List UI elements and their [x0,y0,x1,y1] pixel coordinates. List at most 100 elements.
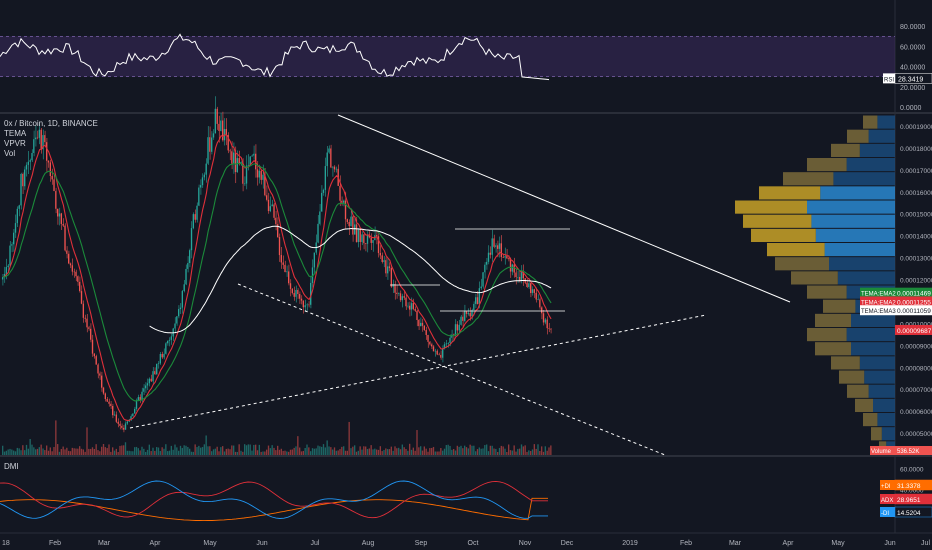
candle-body [159,354,161,364]
volume-profile-down [863,115,878,129]
candle-body [135,400,138,409]
candle-body [398,293,400,294]
volume-bar [181,447,183,455]
volume-bar [135,446,138,455]
volume-bar [299,447,301,455]
candle-body [421,322,424,326]
volume-bar [82,449,84,455]
volume-bar [339,449,341,455]
candle-body [502,256,504,258]
volume-bar [264,451,266,455]
candle-body [513,264,515,273]
volume-bar [317,445,319,455]
candle-body [25,164,28,170]
volume-bar [348,421,350,455]
volume-bar [205,435,207,455]
candle-body [218,123,220,131]
price-badge-value-bg [895,296,932,307]
volume-bar [306,444,308,455]
candle-body [170,336,172,340]
volume-bar [370,445,372,455]
price-axis-tick: 0.00008000 [900,365,932,372]
volume-bar [275,450,277,455]
volume-bar [343,446,345,455]
rsi-line [0,33,550,81]
volume-bar [161,447,163,455]
symbol-title[interactable]: 0x / Bitcoin, 1D, BINANCE [4,119,98,128]
candle-body [348,222,350,227]
dmi-label[interactable]: DMI [4,462,19,471]
price-badge [860,287,932,298]
price-badge-label: TEMA:EMA2 [861,300,896,306]
volume-bar [346,450,348,455]
volume-badge-label: Volume [871,449,892,455]
volume-bar [289,449,292,455]
volume-bar [119,445,121,455]
candle-body [363,234,365,244]
volume-profile-up [837,271,895,285]
volume-bar [429,448,431,455]
volume-bar [178,450,180,455]
candle-body [321,192,323,212]
candle-body [117,421,119,424]
candle-body [253,153,255,156]
volume-bar [113,450,116,455]
volume-bar [216,446,218,455]
candle-body [478,288,480,305]
candle-body [341,200,343,203]
volume-bar [141,446,143,455]
dmi-value-badge [880,506,932,518]
volume-bar [172,449,174,455]
ema-white-line [149,225,552,334]
candle-body [192,214,194,229]
candle-body [269,206,271,212]
indicator-vpvr-label[interactable]: VPVR [4,139,26,148]
time-axis-tick: Jul [311,540,320,547]
candle-body [203,174,205,178]
volume-bar [231,445,233,455]
indicator-vol-label[interactable]: Vol [4,149,16,158]
candle-body [289,283,292,289]
candle-body [429,341,431,345]
price-axis-tick: 0.00014000 [900,234,932,241]
volume-bar [427,451,429,455]
volume-bar [407,450,409,455]
volume-bar [132,451,134,455]
candle-body [260,170,262,180]
price-badge-value: 0.00011059 [897,308,931,315]
candle-body [187,263,189,269]
volume-bar [86,427,88,455]
candle-body [390,268,392,287]
volume-bar [269,448,271,455]
candle-body [330,148,332,168]
candle-body [189,250,191,264]
rsi-value-badge [883,73,932,84]
volume-bar [462,448,464,455]
candle-body [425,330,427,335]
candle-body [381,255,383,262]
volume-bar [170,445,172,455]
candle-body [522,272,524,279]
candle-body [3,273,6,278]
candle-body [458,324,460,331]
candle-body [179,307,182,310]
candle-body [299,293,301,299]
volume-bar [476,449,479,455]
candle-body [354,224,356,235]
candle-body [123,427,125,430]
volume-profile-down [855,398,873,412]
indicator-tema-label[interactable]: TEMA [4,129,27,138]
dmi-legend: DMI [4,462,19,472]
volume-bar [192,451,194,455]
volume-bar [394,446,396,455]
volume-bar [379,446,381,455]
volume-bar [319,446,321,455]
volume-profile-down [743,214,812,228]
volume-bar [524,445,526,455]
candle-body [216,108,218,124]
volume-bar [190,451,193,455]
candle-body [154,371,156,375]
volume-bar [3,451,6,455]
candle-body [157,363,160,364]
